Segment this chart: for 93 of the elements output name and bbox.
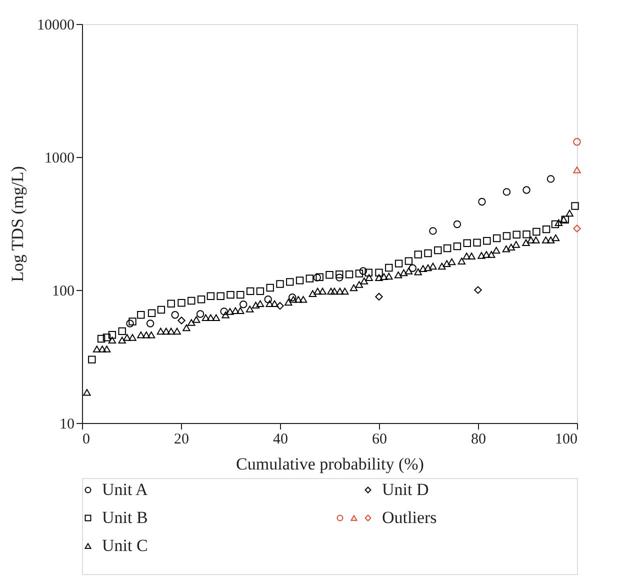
point (573, 166, 581, 174)
point (532, 228, 540, 236)
point (364, 268, 372, 277)
point (146, 320, 154, 328)
point (240, 300, 248, 308)
point (137, 311, 145, 319)
point (512, 230, 520, 238)
legend-label: Unit D (382, 480, 429, 499)
point (429, 227, 437, 235)
point (276, 302, 284, 310)
point (561, 216, 569, 224)
point (375, 292, 383, 301)
point (336, 274, 344, 282)
point (551, 220, 560, 228)
x-tick-label: 0 (82, 432, 90, 448)
point (414, 250, 422, 258)
point (359, 267, 368, 275)
point (434, 246, 442, 254)
point (288, 294, 296, 302)
point (502, 232, 511, 240)
point (453, 242, 462, 250)
point (345, 270, 354, 278)
point (178, 316, 186, 324)
point (236, 290, 244, 299)
point (355, 270, 364, 278)
y-tick-label: 100 (52, 284, 74, 300)
point (126, 320, 134, 328)
point (316, 273, 324, 281)
point (473, 238, 481, 247)
point (424, 249, 432, 258)
point (492, 234, 501, 242)
point (97, 334, 106, 343)
point (571, 202, 579, 210)
y-axis-title: Log TDS (mg/L) (8, 166, 27, 282)
point (264, 296, 272, 304)
y-tick-label: 10 (60, 416, 74, 432)
x-tick-label: 20 (174, 432, 189, 448)
point (108, 331, 116, 339)
legend-label: Unit C (102, 536, 148, 555)
x-tick-label: 60 (372, 432, 387, 448)
point (394, 260, 403, 268)
point (276, 280, 284, 288)
point (220, 308, 228, 316)
x-tick-label: 80 (471, 432, 486, 448)
point (546, 175, 555, 183)
point (522, 230, 530, 238)
point (266, 284, 274, 292)
point (88, 356, 96, 364)
legend-label: Outliers (382, 508, 437, 527)
point (216, 292, 224, 300)
point (474, 286, 482, 294)
point (453, 220, 462, 228)
point (188, 296, 196, 305)
point (226, 290, 234, 299)
point (102, 334, 111, 342)
x-axis-title: Cumulative probability (%) (236, 454, 424, 474)
point (326, 270, 334, 279)
point (463, 239, 471, 248)
point (148, 309, 156, 317)
point (256, 287, 264, 296)
point (286, 278, 294, 286)
point (178, 299, 186, 307)
point (385, 264, 393, 272)
y-tick-label: 10000 (37, 18, 74, 34)
point (206, 292, 215, 300)
point (313, 274, 321, 282)
legend-label: Unit A (102, 480, 149, 499)
point (246, 287, 254, 296)
point (573, 224, 581, 232)
point (196, 310, 204, 318)
point (336, 270, 344, 278)
point (522, 186, 530, 194)
x-tick-label: 40 (273, 432, 288, 448)
y-tick-label: 1000 (44, 150, 74, 166)
point (197, 296, 206, 304)
point (306, 274, 314, 282)
point (408, 264, 417, 272)
point (118, 327, 126, 336)
legend-label: Unit B (102, 508, 148, 527)
point (478, 198, 486, 206)
point (542, 225, 550, 234)
point (296, 276, 304, 284)
point (167, 300, 175, 308)
point (573, 138, 581, 146)
point (404, 257, 413, 265)
point (171, 311, 179, 319)
x-tick-label: 100 (555, 432, 578, 448)
point (375, 268, 383, 277)
point (502, 188, 511, 196)
point (128, 318, 136, 326)
point (157, 306, 166, 314)
point (483, 237, 491, 245)
point (443, 244, 452, 252)
